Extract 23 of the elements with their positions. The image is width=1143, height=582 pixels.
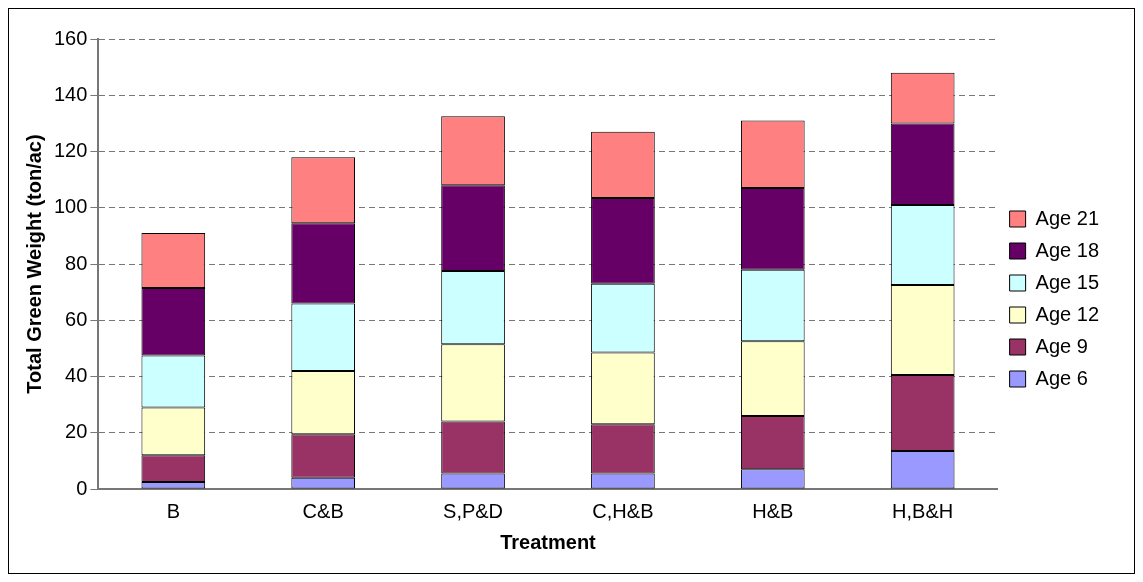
legend-label: Age 12: [1035, 302, 1099, 325]
x-tick-label: H,B&H: [892, 499, 954, 522]
x-tick-label: S,P&D: [443, 499, 504, 522]
y-tick-label: 0: [76, 476, 88, 499]
y-tick-label: 100: [53, 195, 88, 218]
y-tick-label: 140: [53, 82, 88, 105]
x-tick-label: C&B: [302, 499, 344, 522]
legend-label: Age 9: [1035, 334, 1088, 357]
legend-label: Age 15: [1035, 270, 1099, 293]
y-tick-label: 40: [65, 364, 88, 387]
x-tick-label: C,H&B: [592, 499, 654, 522]
y-tick-label: 120: [53, 139, 88, 162]
x-tick-label: B: [166, 499, 180, 522]
legend-label: Age 6: [1035, 366, 1088, 389]
x-axis-title: Treatment: [500, 530, 597, 553]
y-tick-label: 20: [65, 420, 88, 443]
legend-label: Age 18: [1035, 238, 1099, 261]
y-axis-title: Total Green Weight (ton/ac): [22, 134, 45, 394]
legend-label: Age 21: [1035, 206, 1099, 229]
y-tick-label: 160: [53, 26, 88, 49]
y-tick-label: 60: [65, 307, 88, 330]
y-tick-label: 80: [65, 251, 88, 274]
x-tick-label: H&B: [752, 499, 794, 522]
